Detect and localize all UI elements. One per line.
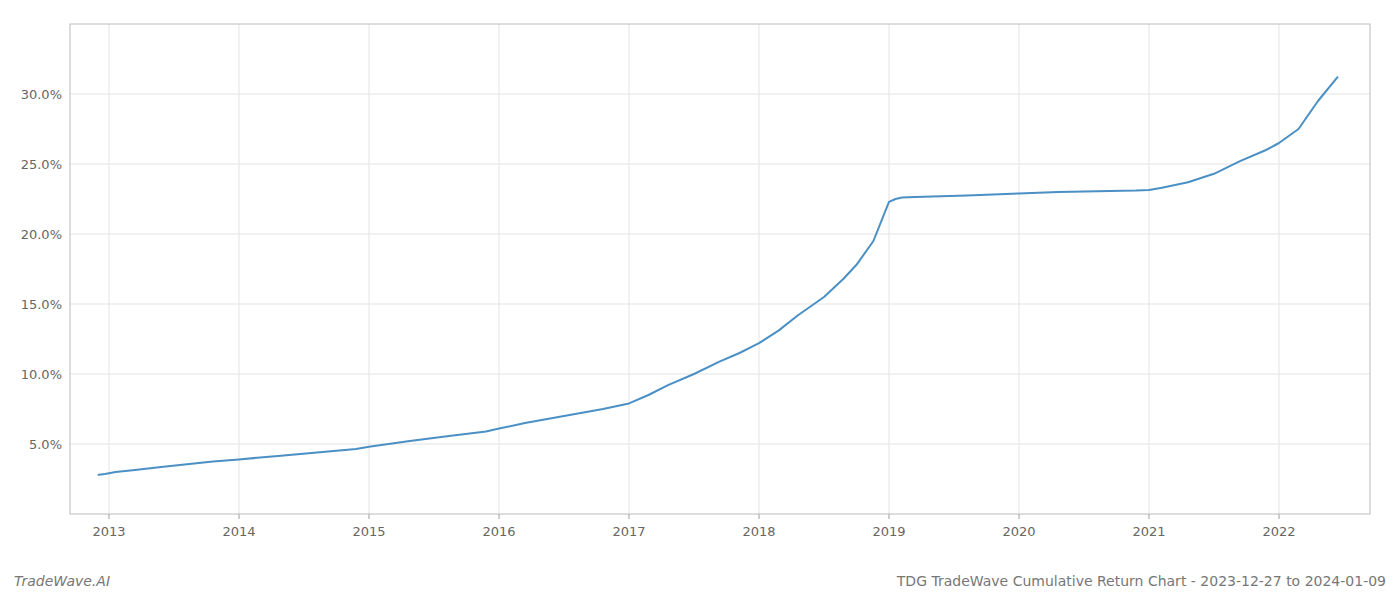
x-tick-label: 2020 xyxy=(1002,524,1035,539)
line xyxy=(99,77,1338,475)
x-tick-label: 2017 xyxy=(612,524,645,539)
y-tick-label: 15.0% xyxy=(21,297,62,312)
x-tick xyxy=(629,514,630,519)
footer-right: TDG TradeWave Cumulative Return Chart - … xyxy=(896,573,1386,589)
x-grid-line xyxy=(1149,24,1150,514)
x-tick xyxy=(1149,514,1150,519)
plot-background xyxy=(70,24,1370,514)
y-tick-label: 25.0% xyxy=(21,157,62,172)
series xyxy=(99,77,1338,475)
axes: 2013 2014 2015 2016 2017 2018 2019 2020 2021 2022… xyxy=(21,24,1370,539)
y-tick-label: 30.0% xyxy=(21,87,62,102)
x-grid-line xyxy=(499,24,500,514)
x-tick-label: 2016 xyxy=(482,524,515,539)
x-grid-line xyxy=(629,24,630,514)
x-tick xyxy=(239,514,240,519)
x-grid-line xyxy=(1019,24,1020,514)
y-grid-line xyxy=(70,94,1370,95)
y-grid-line xyxy=(70,234,1370,235)
x-grid-line xyxy=(369,24,370,514)
y-grid-line xyxy=(70,374,1370,375)
x-tick xyxy=(109,514,110,519)
x-tick xyxy=(499,514,500,519)
x-tick-label: 2018 xyxy=(742,524,775,539)
x-grid-line xyxy=(239,24,240,514)
x-tick xyxy=(889,514,890,519)
x-tick xyxy=(759,514,760,519)
x-tick-label: 2022 xyxy=(1262,524,1295,539)
x-grid-line xyxy=(889,24,890,514)
x-tick xyxy=(1279,514,1280,519)
plot-frame xyxy=(70,24,1370,514)
x-tick xyxy=(369,514,370,519)
x-tick-label: 2021 xyxy=(1132,524,1165,539)
y-grid-line xyxy=(70,444,1370,445)
x-tick-label: 2019 xyxy=(872,524,905,539)
y-tick-label: 20.0% xyxy=(21,227,62,242)
x-tick-label: 2015 xyxy=(352,524,385,539)
footer-left: TradeWave.AI xyxy=(14,573,110,589)
x-grid-line xyxy=(1279,24,1280,514)
x-grid-line xyxy=(109,24,110,514)
x-tick xyxy=(1019,514,1020,519)
y-tick-label: 10.0% xyxy=(21,367,62,382)
x-tick-label: 2013 xyxy=(92,524,125,539)
y-grid-line xyxy=(70,304,1370,305)
x-tick-label: 2014 xyxy=(222,524,255,539)
y-grid-line xyxy=(70,164,1370,165)
chart: 2013 2014 2015 2016 2017 2018 2019 2020 2021 2022… xyxy=(0,0,1400,600)
x-grid-line xyxy=(759,24,760,514)
grid xyxy=(70,24,1370,514)
y-tick-label: 5.0% xyxy=(29,437,62,452)
